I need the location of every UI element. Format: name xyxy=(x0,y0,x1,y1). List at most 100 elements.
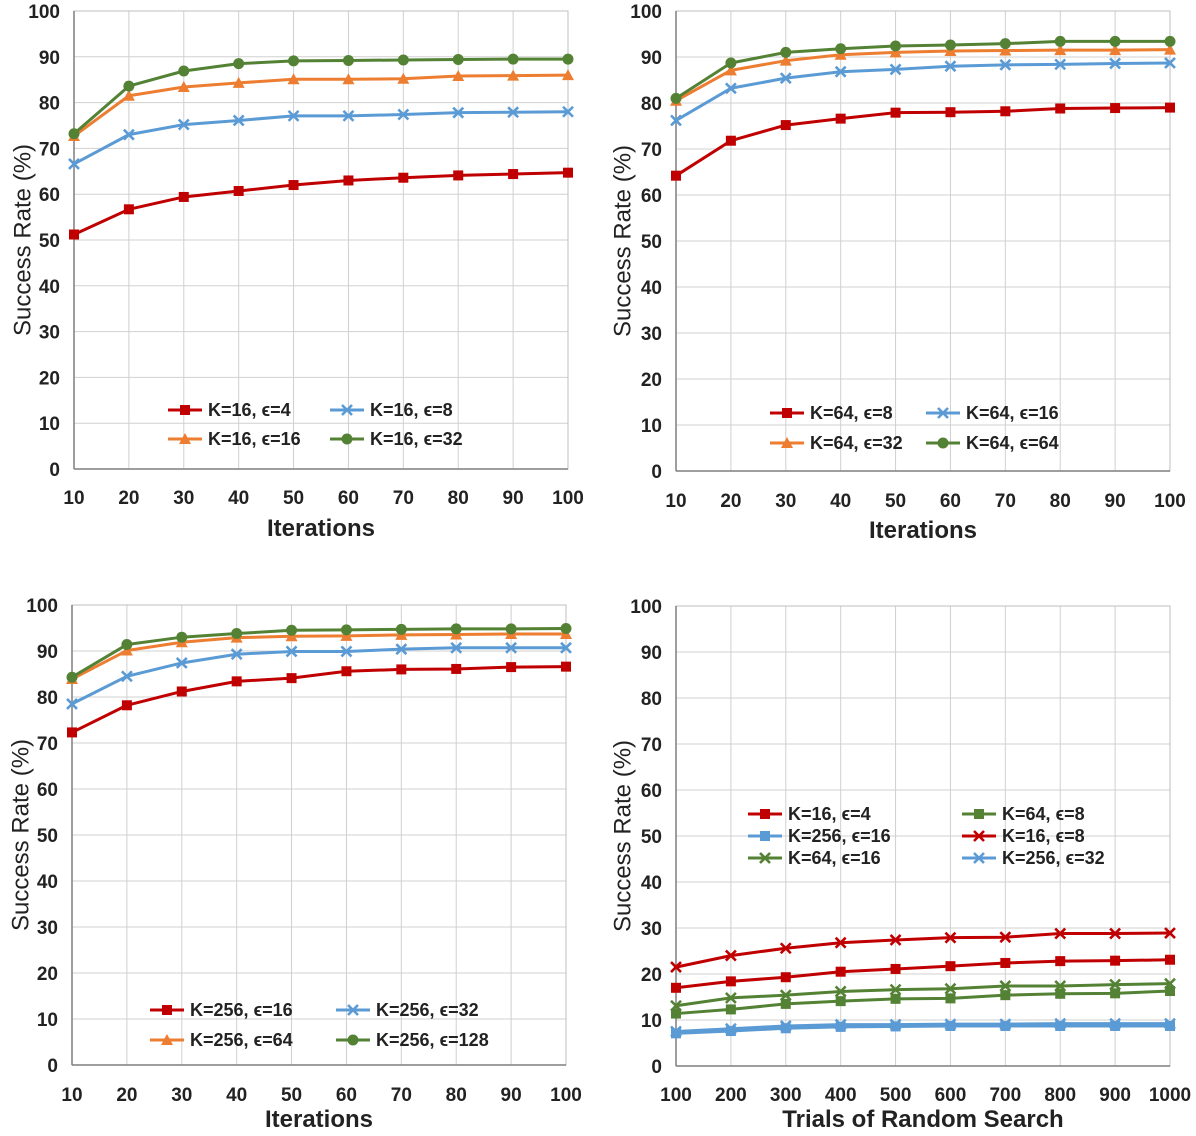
y-axis-label: Success Rate (%) xyxy=(609,145,636,337)
data-point xyxy=(121,700,132,711)
y-tick-label: 70 xyxy=(641,140,662,161)
y-tick-label: 40 xyxy=(37,872,58,893)
legend-label: K=64, ϵ=8 xyxy=(810,403,893,423)
data-point xyxy=(507,106,520,119)
series-line xyxy=(71,646,566,706)
legend-item: K=64, ϵ=8 xyxy=(770,403,893,423)
series-1 xyxy=(671,954,1175,993)
data-point xyxy=(1164,977,1176,990)
data-point xyxy=(122,128,135,141)
y-tick-label: 20 xyxy=(641,965,662,986)
legend-label: K=16, ϵ=32 xyxy=(370,429,463,449)
x-tick-label: 700 xyxy=(989,1085,1021,1106)
data-point xyxy=(233,185,244,196)
y-tick-label: 90 xyxy=(37,642,58,663)
x-tick-label: 100 xyxy=(552,488,584,509)
data-point xyxy=(944,1018,957,1031)
data-point xyxy=(779,54,792,66)
data-point xyxy=(68,128,80,140)
y-tick-label: 50 xyxy=(39,231,60,252)
data-point xyxy=(945,993,956,1004)
legend-item: K=64, ϵ=16 xyxy=(926,403,1059,423)
y-axis-label: Success Rate (%) xyxy=(7,739,34,931)
series-line xyxy=(71,626,567,679)
x-tick-label: 40 xyxy=(226,1085,247,1106)
x-tick-label: 200 xyxy=(715,1085,747,1106)
data-point xyxy=(780,998,791,1009)
legend-marker xyxy=(782,408,792,418)
data-point xyxy=(725,135,736,146)
x-axis-label: Iterations xyxy=(267,515,375,542)
data-point xyxy=(396,664,407,675)
legend-label: K=64, ϵ=16 xyxy=(788,848,881,868)
series-3 xyxy=(671,1020,1175,1039)
data-point xyxy=(398,172,409,183)
data-point xyxy=(671,1028,681,1039)
data-point xyxy=(780,972,791,983)
legend-item: K=256, ϵ=32 xyxy=(336,1000,479,1020)
x-tick-label: 30 xyxy=(171,1085,192,1106)
y-tick-label: 70 xyxy=(39,139,60,160)
y-tick-label: 40 xyxy=(39,277,60,298)
series-line xyxy=(675,61,1171,122)
data-point xyxy=(725,976,736,987)
series-5 xyxy=(670,977,1176,1012)
x-tick-label: 60 xyxy=(940,491,961,512)
data-point xyxy=(889,983,902,996)
data-point xyxy=(452,54,464,66)
series-line xyxy=(675,931,1171,969)
legend-label: K=64, ϵ=64 xyxy=(966,433,1059,453)
legend-item: K=256, ϵ=128 xyxy=(336,1030,489,1050)
x-tick-label: 60 xyxy=(338,488,359,509)
data-point xyxy=(779,989,792,1002)
data-point xyxy=(563,167,573,178)
data-point xyxy=(231,628,243,640)
y-tick-label: 60 xyxy=(641,781,662,802)
data-point xyxy=(1109,44,1122,56)
data-point xyxy=(670,114,682,127)
legend-label: K=256, ϵ=64 xyxy=(190,1030,293,1050)
series-4 xyxy=(66,622,572,683)
data-point xyxy=(780,46,792,58)
data-point xyxy=(562,105,574,118)
x-tick-label: 20 xyxy=(116,1085,137,1106)
data-point xyxy=(506,662,517,673)
data-point xyxy=(944,931,957,944)
x-axis-label: Iterations xyxy=(265,1106,373,1133)
legend-marker xyxy=(180,405,190,415)
series-4 xyxy=(68,53,574,140)
data-point xyxy=(779,1020,792,1032)
data-point xyxy=(779,72,792,85)
y-tick-label: 80 xyxy=(39,94,60,115)
x-axis-label: Trials of Random Search xyxy=(782,1106,1063,1133)
x-tick-label: 90 xyxy=(503,488,524,509)
y-tick-label: 30 xyxy=(39,323,60,344)
data-point xyxy=(397,54,409,66)
y-tick-label: 100 xyxy=(630,597,662,618)
data-point xyxy=(395,623,407,635)
x-tick-label: 1000 xyxy=(1149,1085,1191,1106)
data-point xyxy=(889,934,902,946)
data-point xyxy=(341,666,352,677)
data-point xyxy=(1164,927,1176,939)
series-2 xyxy=(671,986,1175,1019)
data-point xyxy=(945,107,956,118)
legend-marker xyxy=(341,433,353,445)
series-line xyxy=(675,958,1171,990)
y-tick-label: 20 xyxy=(39,368,60,389)
y-tick-label: 20 xyxy=(641,370,662,391)
x-tick-label: 500 xyxy=(880,1085,912,1106)
data-point xyxy=(560,641,572,654)
data-point xyxy=(340,645,353,658)
legend-label: K=256, ϵ=16 xyxy=(190,1000,293,1020)
y-tick-label: 30 xyxy=(37,918,58,939)
legend-marker xyxy=(937,407,949,419)
data-point xyxy=(1165,954,1175,965)
data-point xyxy=(725,1004,736,1015)
y-tick-label: 90 xyxy=(641,48,662,69)
y-tick-label: 100 xyxy=(26,596,58,617)
legend-marker xyxy=(974,809,984,819)
data-point xyxy=(231,676,242,687)
